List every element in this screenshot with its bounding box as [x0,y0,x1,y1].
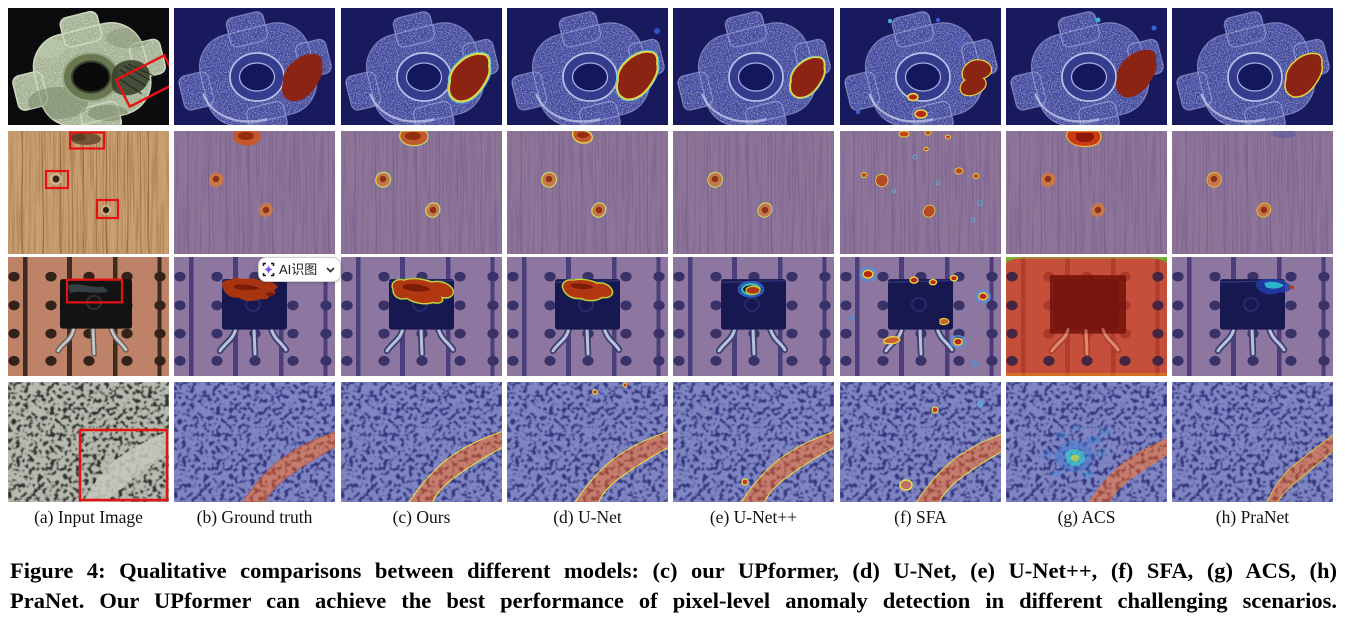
svg-text:AI识图: AI识图 [279,262,317,277]
